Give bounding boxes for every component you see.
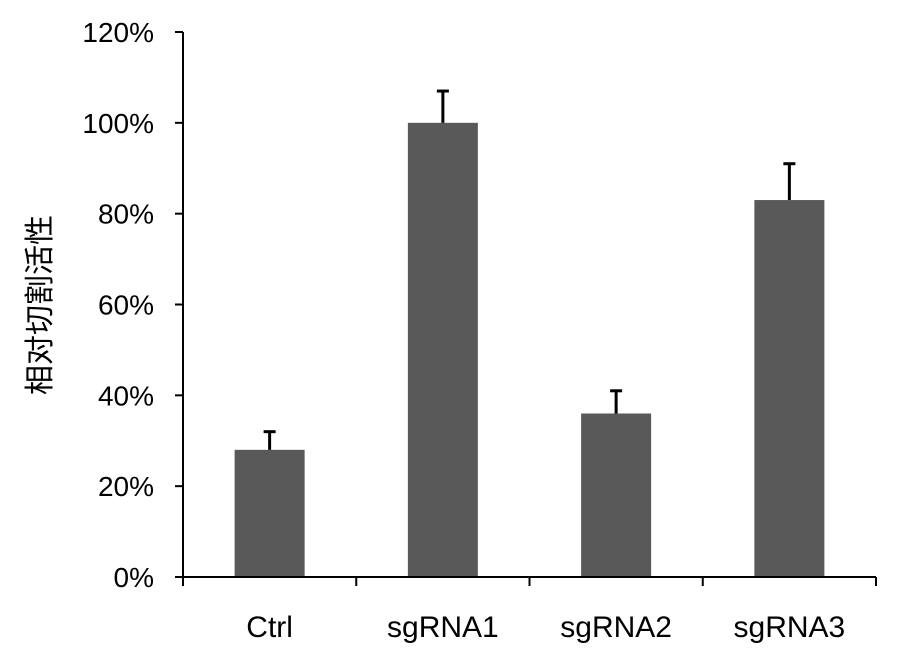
bar-sgrna3 xyxy=(754,200,825,577)
bar-sgrna1 xyxy=(407,122,478,577)
y-tick-label: 120% xyxy=(82,17,154,48)
bar-sgrna2 xyxy=(581,413,652,577)
y-tick-label: 100% xyxy=(82,108,154,139)
x-tick-label: Ctrl xyxy=(246,611,293,644)
x-tick-label: sgRNA3 xyxy=(734,611,846,644)
x-tick-label: sgRNA1 xyxy=(387,611,499,644)
bar-ctrl xyxy=(234,449,305,577)
y-tick-label: 60% xyxy=(98,290,154,321)
y-tick-label: 80% xyxy=(98,199,154,230)
y-tick-label: 20% xyxy=(98,471,154,502)
x-tick-label: sgRNA2 xyxy=(560,611,672,644)
y-tick-label: 0% xyxy=(114,562,154,593)
y-tick-label: 40% xyxy=(98,380,154,411)
y-axis-label: 相对切割活性 xyxy=(24,215,57,395)
